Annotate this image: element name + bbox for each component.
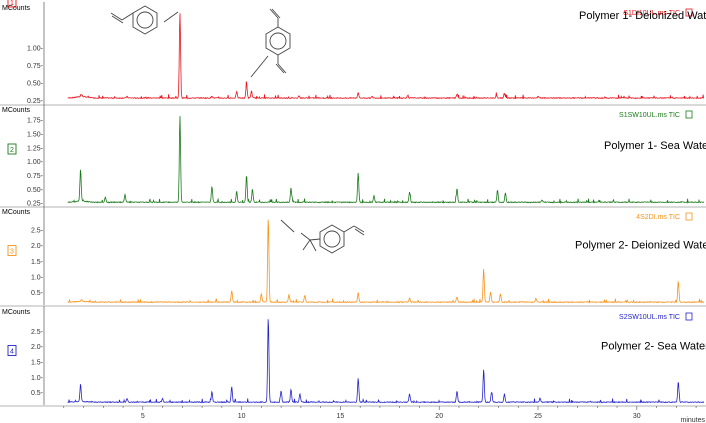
tic-trace-line xyxy=(67,116,705,205)
y-tick-label: 1.25- xyxy=(27,145,44,152)
y-tick-label: 0.50- xyxy=(27,81,44,88)
y-tick-label: 0.75- xyxy=(27,173,44,180)
y-tick-label: 2.0- xyxy=(31,344,44,351)
x-axis-label: minutes xyxy=(680,417,705,423)
y-axis-label: MCounts xyxy=(2,5,31,12)
x-tick-label: 25 xyxy=(534,413,542,420)
y-axis-label: MCounts xyxy=(2,107,31,114)
y-tick-label: 1.00- xyxy=(27,159,44,166)
x-axis: 5 10 15 20 25 30 minutes xyxy=(63,406,705,423)
trace-toggle-icon[interactable] xyxy=(685,212,693,221)
x-tick-label: 10 xyxy=(238,413,246,420)
tic-trace-line xyxy=(67,13,705,100)
panel-index-badge xyxy=(7,0,17,8)
trace-toggle-icon[interactable] xyxy=(685,8,693,17)
x-tick-label: 5 xyxy=(141,413,145,420)
y-tick-label: 1.5- xyxy=(31,259,44,266)
chromatogram-panel-3: MCounts 0.5- 1.0- 1.5- 2.0- 2.5- 3 4S2DI.ms TIC… xyxy=(0,206,706,307)
divinylbenzene-structure-icon xyxy=(250,8,291,78)
y-tick-label: 2.0- xyxy=(31,243,44,250)
y-tick-label: 1.00- xyxy=(27,46,44,53)
y-tick-label: 0.75- xyxy=(27,63,44,70)
trace-file-label: S2SW10UL.ms TIC xyxy=(619,314,680,321)
y-tick-label: 2.5- xyxy=(31,329,44,336)
tic-trace-line xyxy=(67,219,705,304)
panel-index-badge xyxy=(7,345,17,356)
tert-butylstyrene-structure-icon xyxy=(280,219,365,254)
y-tick-label: 1.75- xyxy=(27,118,44,125)
y-tick-label: 0.5- xyxy=(31,290,44,297)
chromatogram-panel-4: MCounts 0.5- 1.0- 1.5- 2.0- 2.5- 4 S2SW10UL.ms … xyxy=(0,306,706,407)
panel-index-badge xyxy=(7,143,17,155)
chromatogram-panel-1: MCounts 0.25- 0.50- 0.75- 1.00- 1 S1DI10UL.ms … xyxy=(0,0,706,106)
y-tick-label: 0.25- xyxy=(27,201,44,208)
panel-index-label: 4 xyxy=(10,349,14,356)
tic-trace-line xyxy=(67,319,705,404)
y-tick-label: 1.0- xyxy=(31,274,44,281)
x-tick-label: 30 xyxy=(633,413,641,420)
y-tick-label: 1.5- xyxy=(31,360,44,367)
x-tick-label: 15 xyxy=(337,413,345,420)
y-tick-label: 2.5- xyxy=(31,228,44,235)
y-tick-label: 0.50- xyxy=(27,187,44,194)
panel-index-label: 3 xyxy=(10,249,14,256)
y-axis-label: MCounts xyxy=(2,309,31,316)
x-tick-label: 20 xyxy=(435,413,443,420)
y-axis-label: MCounts xyxy=(2,209,31,216)
sample-annotation: Polymer 1- Deionized Water xyxy=(579,10,706,22)
sample-annotation: Polymer 2- Sea Water xyxy=(601,341,706,353)
styrene-structure-icon xyxy=(110,5,179,35)
panel-index-badge xyxy=(7,245,17,256)
y-tick-label: 0.25- xyxy=(27,98,44,105)
trace-toggle-icon[interactable] xyxy=(685,110,693,119)
trace-file-label: 4S2DI.ms TIC xyxy=(636,214,680,221)
panel-index-label: 2 xyxy=(10,147,14,154)
trace-toggle-icon[interactable] xyxy=(685,312,693,321)
y-tick-label: 1.0- xyxy=(31,375,44,382)
trace-file-label: S1DI10UL.ms TIC xyxy=(623,10,680,17)
y-tick-label: 0.5- xyxy=(31,390,44,397)
y-tick-label: 1.50- xyxy=(27,131,44,138)
trace-file-label: S1SW10UL.ms TIC xyxy=(619,112,680,119)
chromatogram-panel-2: MCounts 0.25- 0.50- 0.75- 1.00- 1.25- 1.50- 1.7… xyxy=(0,104,706,208)
panel-index-label: 1 xyxy=(10,0,14,7)
sample-annotation: Polymer 1- Sea Water xyxy=(604,140,706,152)
sample-annotation: Polymer 2- Deionized Water xyxy=(575,240,706,252)
